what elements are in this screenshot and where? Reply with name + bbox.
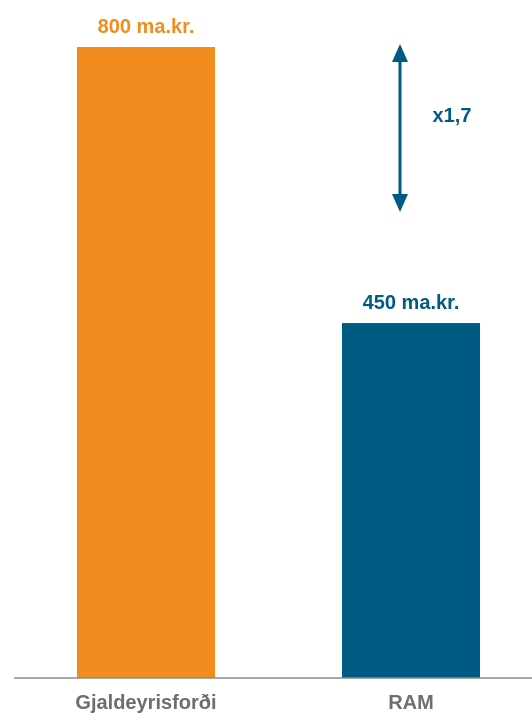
ratio-label: x1,7	[433, 105, 472, 127]
bar-ram	[342, 323, 480, 678]
ratio-annotation: x1,7	[392, 44, 471, 212]
category-label-gjaldeyrisfordi: Gjaldeyrisforði	[75, 692, 216, 714]
bars-layer: 800 ma.kr. Gjaldeyrisforði 450 ma.kr. RAM	[75, 16, 480, 714]
arrow-up-icon	[392, 44, 408, 62]
arrow-down-icon	[392, 194, 408, 212]
data-label-gjaldeyrisfordi: 800 ma.kr.	[98, 16, 195, 38]
bar-gjaldeyrisfordi	[77, 47, 215, 678]
category-label-ram: RAM	[388, 692, 434, 714]
data-label-ram: 450 ma.kr.	[363, 292, 460, 314]
